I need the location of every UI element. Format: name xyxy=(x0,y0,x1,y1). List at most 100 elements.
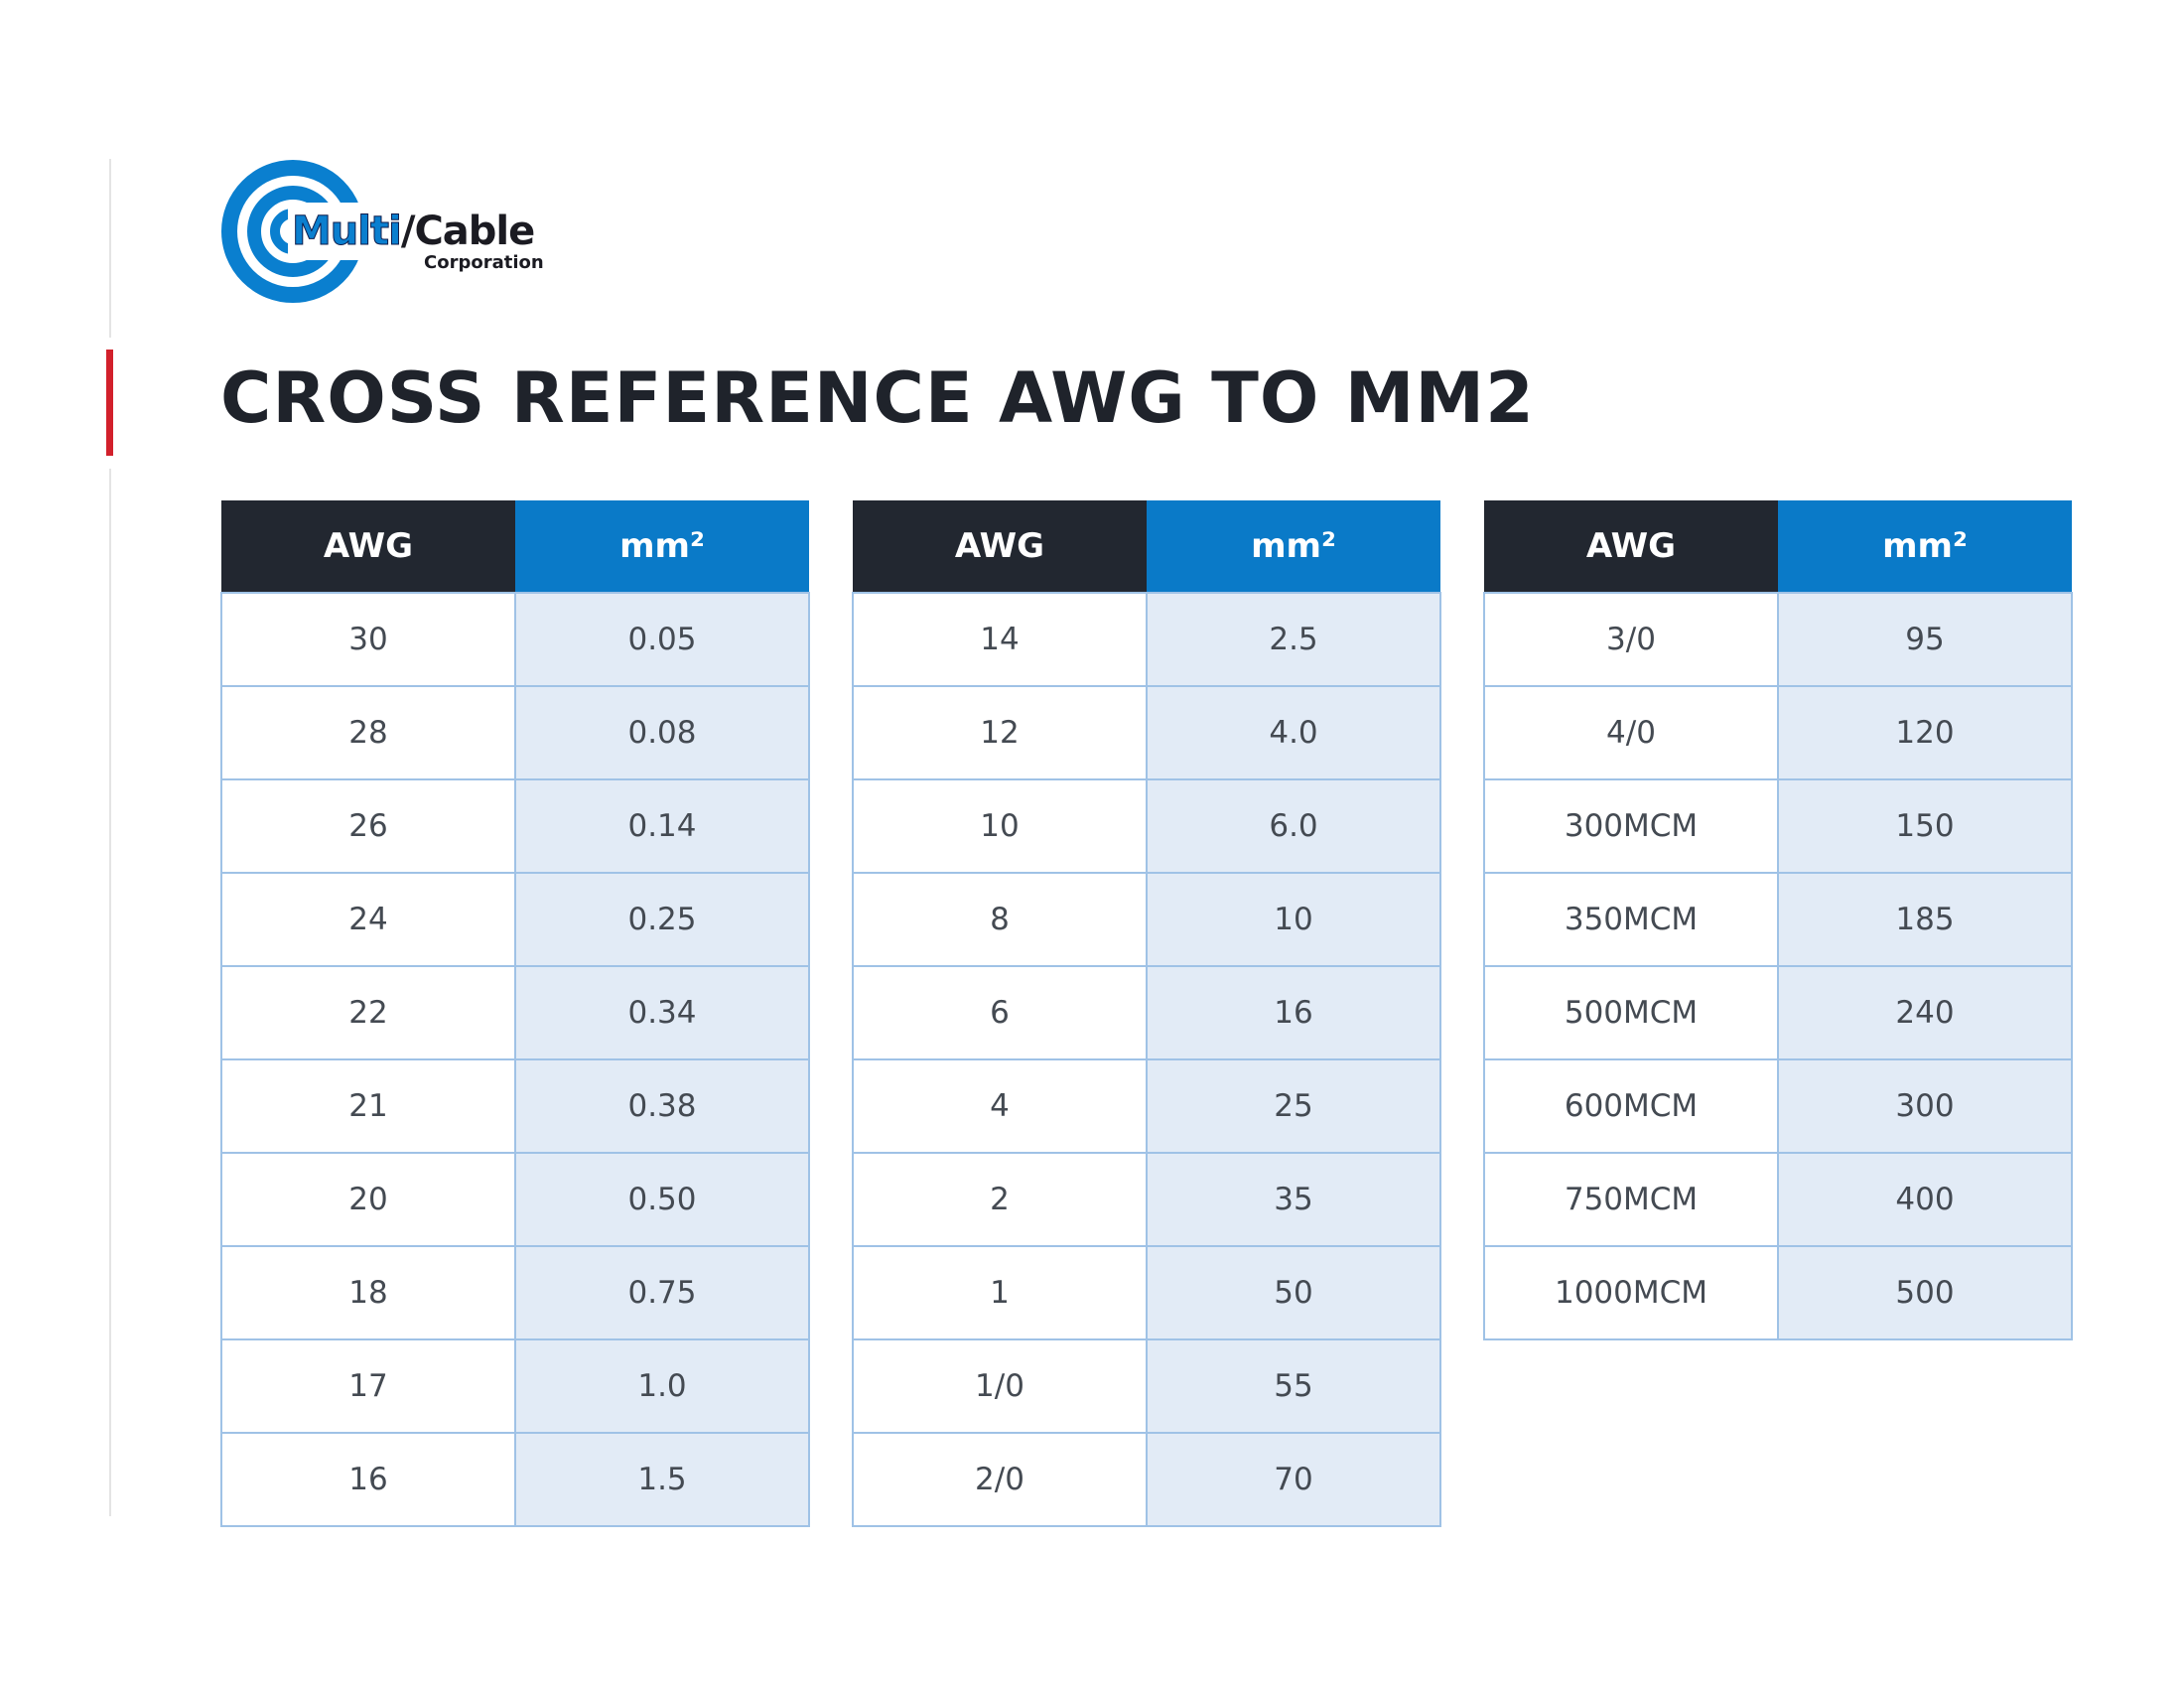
awg-table-3: AWG mm² 3/0 95 4/0 120 300MCM 150 350MCM 185 500… xyxy=(1483,500,2073,1340)
awg-cell: 750MCM xyxy=(1483,1152,1779,1247)
mm2-cell: 400 xyxy=(1777,1152,2073,1247)
table-row: 2 35 xyxy=(852,1152,1441,1247)
mm2-cell: 150 xyxy=(1777,778,2073,874)
awg-cell: 1000MCM xyxy=(1483,1245,1779,1340)
table-row: 8 10 xyxy=(852,872,1441,967)
table-row: 1000MCM 500 xyxy=(1483,1245,2073,1340)
table-header-row: AWG mm² xyxy=(853,500,1440,593)
company-logo: Multi/Cable Corporation xyxy=(220,159,548,304)
mm2-cell: 55 xyxy=(1146,1338,1441,1434)
mm2-cell: 0.25 xyxy=(514,872,810,967)
logo-word-multi: Multi xyxy=(292,209,403,255)
logo-wordmark: Multi/Cable xyxy=(292,209,536,255)
awg-cell: 500MCM xyxy=(1483,965,1779,1060)
table-row: 18 0.75 xyxy=(220,1245,810,1340)
mm2-cell: 35 xyxy=(1146,1152,1441,1247)
table-row: 2/0 70 xyxy=(852,1432,1441,1527)
awg-cell: 21 xyxy=(220,1058,516,1154)
page-title: CROSS REFERENCE AWG TO MM2 xyxy=(220,357,1535,439)
table-row: 20 0.50 xyxy=(220,1152,810,1247)
mm2-cell: 6.0 xyxy=(1146,778,1441,874)
mm2-cell: 10 xyxy=(1146,872,1441,967)
mm2-cell: 25 xyxy=(1146,1058,1441,1154)
awg-column-header: AWG xyxy=(853,500,1147,593)
left-margin-rule-top xyxy=(109,159,111,338)
awg-cell: 600MCM xyxy=(1483,1058,1779,1154)
awg-cell: 30 xyxy=(220,592,516,687)
logo-word-cable: Cable xyxy=(414,209,535,254)
mm2-cell: 0.08 xyxy=(514,685,810,780)
table-row: 22 0.34 xyxy=(220,965,810,1060)
awg-column-header: AWG xyxy=(221,500,515,593)
table-row: 500MCM 240 xyxy=(1483,965,2073,1060)
awg-cell: 16 xyxy=(220,1432,516,1527)
table-row: 30 0.05 xyxy=(220,592,810,687)
table-row: 17 1.0 xyxy=(220,1338,810,1434)
awg-cell: 8 xyxy=(852,872,1148,967)
awg-cell: 350MCM xyxy=(1483,872,1779,967)
table-row: 12 4.0 xyxy=(852,685,1441,780)
awg-cell: 20 xyxy=(220,1152,516,1247)
logo-subtitle: Corporation xyxy=(424,252,544,273)
mm2-cell: 300 xyxy=(1777,1058,2073,1154)
awg-cell: 1/0 xyxy=(852,1338,1148,1434)
table-row: 10 6.0 xyxy=(852,778,1441,874)
awg-cell: 28 xyxy=(220,685,516,780)
awg-cell: 14 xyxy=(852,592,1148,687)
mm2-cell: 95 xyxy=(1777,592,2073,687)
mm2-cell: 2.5 xyxy=(1146,592,1441,687)
table-row: 4/0 120 xyxy=(1483,685,2073,780)
table-row: 28 0.08 xyxy=(220,685,810,780)
awg-table-1: AWG mm² 30 0.05 28 0.08 26 0.14 24 0.25 22 0.34 21… xyxy=(220,500,810,1527)
mm2-cell: 0.75 xyxy=(514,1245,810,1340)
mm2-cell: 0.34 xyxy=(514,965,810,1060)
mm2-cell: 500 xyxy=(1777,1245,2073,1340)
table-row: 750MCM 400 xyxy=(1483,1152,2073,1247)
awg-cell: 26 xyxy=(220,778,516,874)
table-row: 1 50 xyxy=(852,1245,1441,1340)
table-row: 14 2.5 xyxy=(852,592,1441,687)
awg-cell: 4 xyxy=(852,1058,1148,1154)
mm2-cell: 16 xyxy=(1146,965,1441,1060)
table-row: 300MCM 150 xyxy=(1483,778,2073,874)
table-header-row: AWG mm² xyxy=(221,500,809,593)
awg-cell: 300MCM xyxy=(1483,778,1779,874)
awg-cell: 24 xyxy=(220,872,516,967)
mm2-cell: 0.38 xyxy=(514,1058,810,1154)
table-row: 600MCM 300 xyxy=(1483,1058,2073,1154)
table-header-row: AWG mm² xyxy=(1484,500,2072,593)
mm2-cell: 1.0 xyxy=(514,1338,810,1434)
table-row: 4 25 xyxy=(852,1058,1441,1154)
table-row: 6 16 xyxy=(852,965,1441,1060)
mm2-cell: 50 xyxy=(1146,1245,1441,1340)
title-accent-bar xyxy=(106,350,113,456)
mm2-column-header: mm² xyxy=(515,500,809,593)
mm2-cell: 0.05 xyxy=(514,592,810,687)
mm2-cell: 0.50 xyxy=(514,1152,810,1247)
awg-column-header: AWG xyxy=(1484,500,1778,593)
table-row: 3/0 95 xyxy=(1483,592,2073,687)
table-row: 350MCM 185 xyxy=(1483,872,2073,967)
mm2-cell: 0.14 xyxy=(514,778,810,874)
table-row: 24 0.25 xyxy=(220,872,810,967)
awg-cell: 1 xyxy=(852,1245,1148,1340)
awg-cell: 18 xyxy=(220,1245,516,1340)
mm2-column-header: mm² xyxy=(1778,500,2072,593)
left-margin-rule-bottom xyxy=(109,469,111,1516)
mm2-cell: 70 xyxy=(1146,1432,1441,1527)
awg-cell: 2 xyxy=(852,1152,1148,1247)
table-row: 16 1.5 xyxy=(220,1432,810,1527)
awg-cell: 4/0 xyxy=(1483,685,1779,780)
awg-cell: 6 xyxy=(852,965,1148,1060)
awg-cell: 12 xyxy=(852,685,1148,780)
table-row: 1/0 55 xyxy=(852,1338,1441,1434)
awg-cell: 17 xyxy=(220,1338,516,1434)
awg-cell: 3/0 xyxy=(1483,592,1779,687)
logo-rings-icon xyxy=(221,160,369,303)
awg-table-2: AWG mm² 14 2.5 12 4.0 10 6.0 8 10 6 16 4 25 2 35 1 50 1/… xyxy=(852,500,1441,1527)
table-row: 21 0.38 xyxy=(220,1058,810,1154)
awg-cell: 22 xyxy=(220,965,516,1060)
mm2-cell: 185 xyxy=(1777,872,2073,967)
mm2-column-header: mm² xyxy=(1147,500,1440,593)
mm2-cell: 240 xyxy=(1777,965,2073,1060)
